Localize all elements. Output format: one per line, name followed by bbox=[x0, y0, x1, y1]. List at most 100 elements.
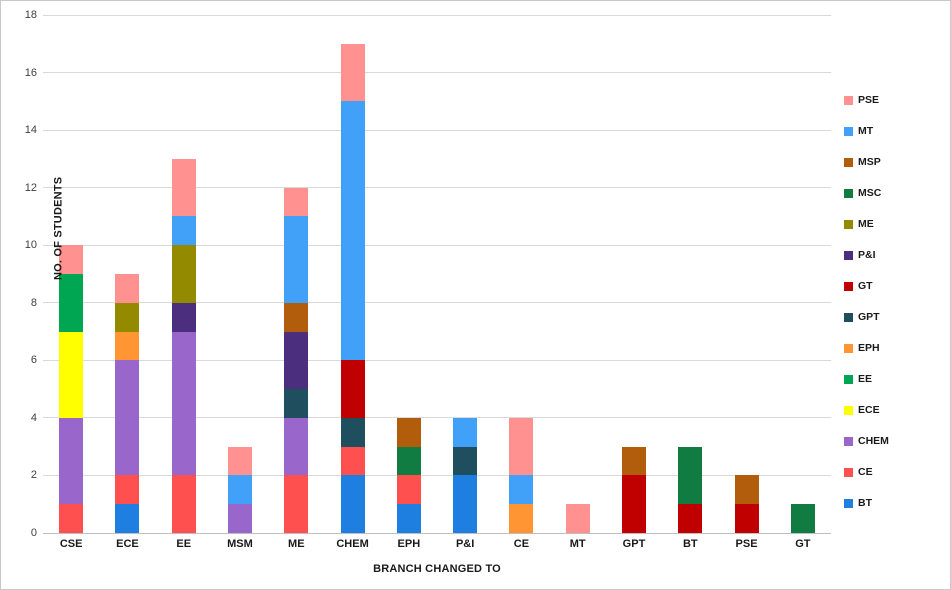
bar-segment-PandI-GPT bbox=[453, 446, 478, 476]
legend-label-EE: EE bbox=[858, 373, 873, 385]
gridline-y8 bbox=[43, 302, 831, 304]
bar-segment-EE-PSE bbox=[171, 158, 196, 217]
gridline-y12 bbox=[43, 187, 831, 189]
legend-swatch-BT bbox=[844, 499, 853, 508]
legend-item-GT: GT bbox=[844, 277, 889, 296]
bar-segment-MSM-CHEM bbox=[228, 504, 252, 533]
legend-label-PandI: P&I bbox=[858, 249, 876, 261]
bar-segment-EPH-CE bbox=[396, 475, 421, 505]
x-category-label-PandI: P&I bbox=[455, 538, 475, 550]
legend-swatch-MSC bbox=[844, 189, 853, 198]
bar-segment-EE-ME bbox=[171, 245, 196, 303]
bar-segment-EE-PandI bbox=[171, 302, 196, 332]
legend-label-ME: ME bbox=[858, 218, 874, 230]
bar-segment-ME-MSP bbox=[284, 302, 309, 332]
legend: PSE MT MSP MSC ME P&I GT GPT EPH EE ECE CHEM CE BT bbox=[844, 91, 889, 513]
bar-segment-ME-CE bbox=[284, 475, 309, 533]
bar-segment-BT-MSC bbox=[678, 446, 703, 505]
legend-item-GPT: GPT bbox=[844, 308, 889, 327]
x-category-label-MT: MT bbox=[569, 538, 586, 550]
x-axis-line bbox=[43, 532, 831, 534]
bar-segment-CHEM-BT bbox=[340, 475, 365, 533]
legend-item-MT: MT bbox=[844, 122, 889, 141]
bar-segment-CSE-EE bbox=[59, 274, 84, 332]
legend-label-MT: MT bbox=[858, 125, 874, 137]
x-category-label-CE: CE bbox=[513, 538, 530, 550]
x-category-label-CSE: CSE bbox=[59, 538, 83, 550]
bar-segment-EPH-BT bbox=[396, 504, 421, 533]
bar-segment-ME-PSE bbox=[284, 187, 309, 217]
bar-segment-ECE-BT bbox=[115, 504, 140, 533]
x-axis-title: BRANCH CHANGED TO bbox=[373, 563, 501, 575]
legend-swatch-GPT bbox=[844, 313, 853, 322]
bar-segment-EE-CHEM bbox=[171, 331, 196, 476]
legend-item-BT: BT bbox=[844, 494, 889, 513]
legend-swatch-EE bbox=[844, 375, 853, 384]
x-category-label-PSE: PSE bbox=[735, 538, 758, 550]
legend-item-EPH: EPH bbox=[844, 339, 889, 358]
y-tick-label-16: 16 bbox=[24, 66, 37, 79]
gridline-y10 bbox=[43, 244, 831, 246]
y-tick-label-4: 4 bbox=[30, 411, 37, 424]
bar-segment-MSM-MT bbox=[228, 475, 252, 505]
plot-area bbox=[43, 14, 831, 534]
bar-segment-ME-MT bbox=[284, 216, 309, 303]
x-category-label-EPH: EPH bbox=[397, 538, 421, 550]
x-category-label-GPT: GPT bbox=[622, 538, 646, 550]
bar-segment-CE-PSE bbox=[509, 417, 534, 476]
bar-segment-CE-MT bbox=[509, 475, 534, 505]
bar-segment-EPH-MSC bbox=[396, 446, 421, 476]
bar-segment-CHEM-PSE bbox=[340, 43, 365, 102]
gridline-y14 bbox=[43, 129, 831, 131]
legend-swatch-MSP bbox=[844, 158, 853, 167]
legend-item-CE: CE bbox=[844, 463, 889, 482]
bar-segment-ME-PandI bbox=[284, 331, 309, 390]
bar-segment-EE-CE bbox=[171, 475, 196, 533]
bar-segment-CSE-ECE bbox=[59, 331, 84, 418]
legend-swatch-PandI bbox=[844, 251, 853, 260]
legend-label-EPH: EPH bbox=[858, 342, 880, 354]
x-category-label-MSM: MSM bbox=[227, 538, 253, 550]
bar-segment-PandI-BT bbox=[453, 475, 478, 533]
y-tick-label-14: 14 bbox=[24, 124, 37, 137]
y-axis-title: NO. OF STUDENTS bbox=[52, 176, 65, 280]
bar-segment-CHEM-GPT bbox=[340, 417, 365, 447]
legend-item-PandI: P&I bbox=[844, 246, 889, 265]
bar-segment-ECE-EPH bbox=[115, 331, 140, 361]
x-category-label-CHEM: CHEM bbox=[336, 538, 369, 550]
legend-swatch-CHEM bbox=[844, 437, 853, 446]
legend-label-CE: CE bbox=[858, 466, 873, 478]
y-tick-label-8: 8 bbox=[30, 296, 37, 309]
legend-swatch-CE bbox=[844, 468, 853, 477]
bar-segment-CHEM-MT bbox=[340, 101, 365, 361]
gridline-y2 bbox=[43, 474, 831, 476]
x-category-label-ME: ME bbox=[288, 538, 305, 550]
legend-swatch-MT bbox=[844, 127, 853, 136]
legend-swatch-EPH bbox=[844, 344, 853, 353]
legend-label-MSP: MSP bbox=[858, 156, 881, 168]
bar-segment-ME-GPT bbox=[284, 389, 309, 418]
bar-segment-CSE-PSE bbox=[59, 245, 84, 274]
y-tick-label-2: 2 bbox=[30, 469, 37, 482]
gridline-y6 bbox=[43, 359, 831, 361]
legend-item-EE: EE bbox=[844, 370, 889, 389]
bar-segment-EE-MT bbox=[171, 216, 196, 246]
bar-segment-MT-PSE bbox=[565, 504, 590, 533]
y-tick-label-12: 12 bbox=[24, 181, 37, 194]
bar-segment-ECE-CHEM bbox=[115, 360, 140, 476]
legend-label-MSC: MSC bbox=[858, 187, 882, 199]
y-tick-label-0: 0 bbox=[30, 527, 37, 539]
x-category-label-ECE: ECE bbox=[116, 538, 139, 550]
bar-segment-CE-EPH bbox=[509, 504, 534, 533]
legend-swatch-ME bbox=[844, 220, 853, 229]
bar-segment-ECE-PSE bbox=[115, 274, 140, 303]
bar-segment-CHEM-GT bbox=[340, 360, 365, 418]
x-category-label-BT: BT bbox=[682, 538, 698, 550]
legend-item-ECE: ECE bbox=[844, 401, 889, 420]
gridline-y16 bbox=[43, 72, 831, 74]
bar-segment-ECE-CE bbox=[115, 475, 140, 505]
legend-swatch-GT bbox=[844, 282, 853, 291]
legend-label-CHEM: CHEM bbox=[858, 435, 889, 447]
legend-item-ME: ME bbox=[844, 215, 889, 234]
